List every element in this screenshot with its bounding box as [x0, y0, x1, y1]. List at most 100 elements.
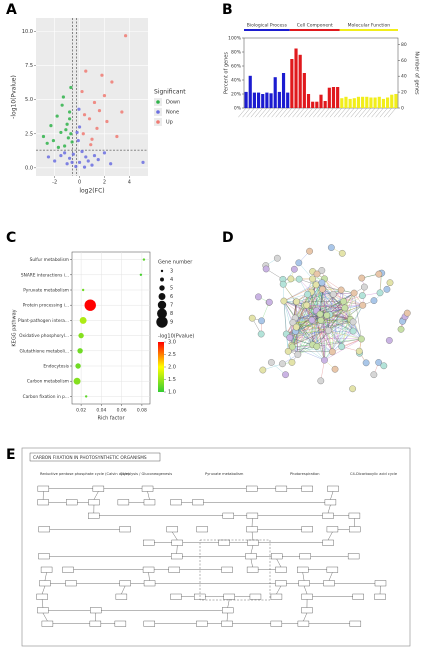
network-node [338, 250, 346, 257]
network-node [288, 343, 296, 351]
enzyme-box [41, 620, 54, 627]
y-tick-label: 20% [231, 92, 242, 98]
bubble [75, 363, 81, 369]
enzyme-box [301, 485, 313, 492]
point [61, 95, 65, 99]
point [81, 132, 85, 136]
size-legend-marker [158, 293, 166, 300]
network-node [316, 310, 324, 318]
enzyme-box [218, 539, 230, 546]
network-edge [262, 363, 283, 371]
point [102, 94, 107, 98]
bar [273, 77, 277, 108]
point [105, 119, 109, 124]
network-node [375, 270, 383, 278]
reaction-arrow [41, 599, 44, 608]
network-edge [292, 320, 321, 323]
network-edge [312, 278, 354, 322]
network-node [341, 304, 349, 312]
y2-tick-label: 80 [401, 42, 407, 48]
pathway-label: Reductive pentose phosphate cycle (Calvi… [40, 472, 130, 476]
network-node [370, 371, 378, 379]
category-tick [300, 107, 309, 118]
enzyme-box [141, 485, 154, 492]
enzyme-box [65, 580, 77, 587]
point [56, 145, 61, 149]
bar [352, 98, 356, 108]
network-node [385, 337, 393, 344]
network-edge [283, 301, 294, 323]
size-legend-marker [157, 308, 167, 319]
network-edge [344, 295, 363, 309]
size-legend-label: 8 [170, 311, 173, 317]
point [90, 163, 94, 167]
point [63, 151, 67, 155]
network-node [328, 348, 336, 356]
enzyme-box [119, 580, 131, 587]
bubble [78, 332, 84, 339]
bar [331, 87, 336, 108]
category-tick [267, 107, 276, 118]
size-legend-marker [160, 277, 164, 282]
reaction-arrow [93, 491, 99, 500]
network-node [287, 275, 295, 283]
enzyme-box [143, 620, 156, 627]
network-node [257, 330, 265, 338]
network-edge [283, 301, 299, 355]
y2-tick-label: 60 [401, 58, 407, 64]
network-edge [292, 292, 355, 323]
x-tick-label: 4 [128, 180, 131, 186]
reaction-arrow [250, 545, 254, 554]
enzyme-box [37, 607, 49, 614]
network-node [279, 360, 286, 368]
enzyme-box [275, 580, 287, 587]
point [59, 153, 63, 158]
network-node [323, 311, 331, 319]
enzyme-box [142, 566, 155, 573]
network-node [248, 314, 256, 322]
point [87, 117, 92, 121]
network-node [273, 254, 281, 262]
network-node [291, 265, 298, 273]
point [115, 134, 119, 139]
point [70, 140, 74, 144]
y-tick-label: 40% [231, 78, 242, 84]
map-title: CARBON FIXATION IN PHOTOSYNTHETIC ORGANI… [33, 455, 147, 461]
legend-marker [156, 110, 160, 114]
category-tick [375, 107, 384, 118]
y-tick-label: 7.5 [25, 63, 33, 69]
network-edge [283, 301, 289, 352]
enzyme-box [271, 553, 283, 560]
network-node [362, 359, 370, 367]
network-node [280, 297, 288, 305]
network-edge [341, 289, 362, 340]
point [141, 160, 145, 164]
y2-tick-label: 0 [401, 106, 404, 112]
reaction-arrow [172, 531, 178, 541]
bubble [84, 395, 88, 398]
enzyme-box [221, 620, 233, 627]
enzyme-box [88, 499, 100, 506]
bar [381, 98, 386, 108]
reaction-arrow [41, 585, 46, 595]
network-edge [341, 338, 362, 347]
panel-label: D [222, 230, 234, 246]
network-node [279, 280, 287, 288]
enzyme-box [90, 607, 102, 614]
bar [377, 96, 381, 108]
enzyme-box [196, 526, 208, 533]
panel-label: B [222, 2, 233, 18]
point [45, 141, 49, 145]
reaction-arrow [276, 558, 282, 568]
y-tick-label: Protein processing i... [23, 303, 69, 309]
bar [340, 98, 344, 108]
network-edge [311, 320, 325, 361]
dashed-region [199, 539, 271, 601]
size-legend-label: 7 [170, 303, 173, 309]
legend-marker [156, 100, 160, 104]
enzyme-box [196, 620, 208, 627]
category-tick [292, 107, 301, 118]
point [65, 162, 69, 166]
point [80, 89, 84, 94]
enzyme-box [223, 593, 235, 600]
